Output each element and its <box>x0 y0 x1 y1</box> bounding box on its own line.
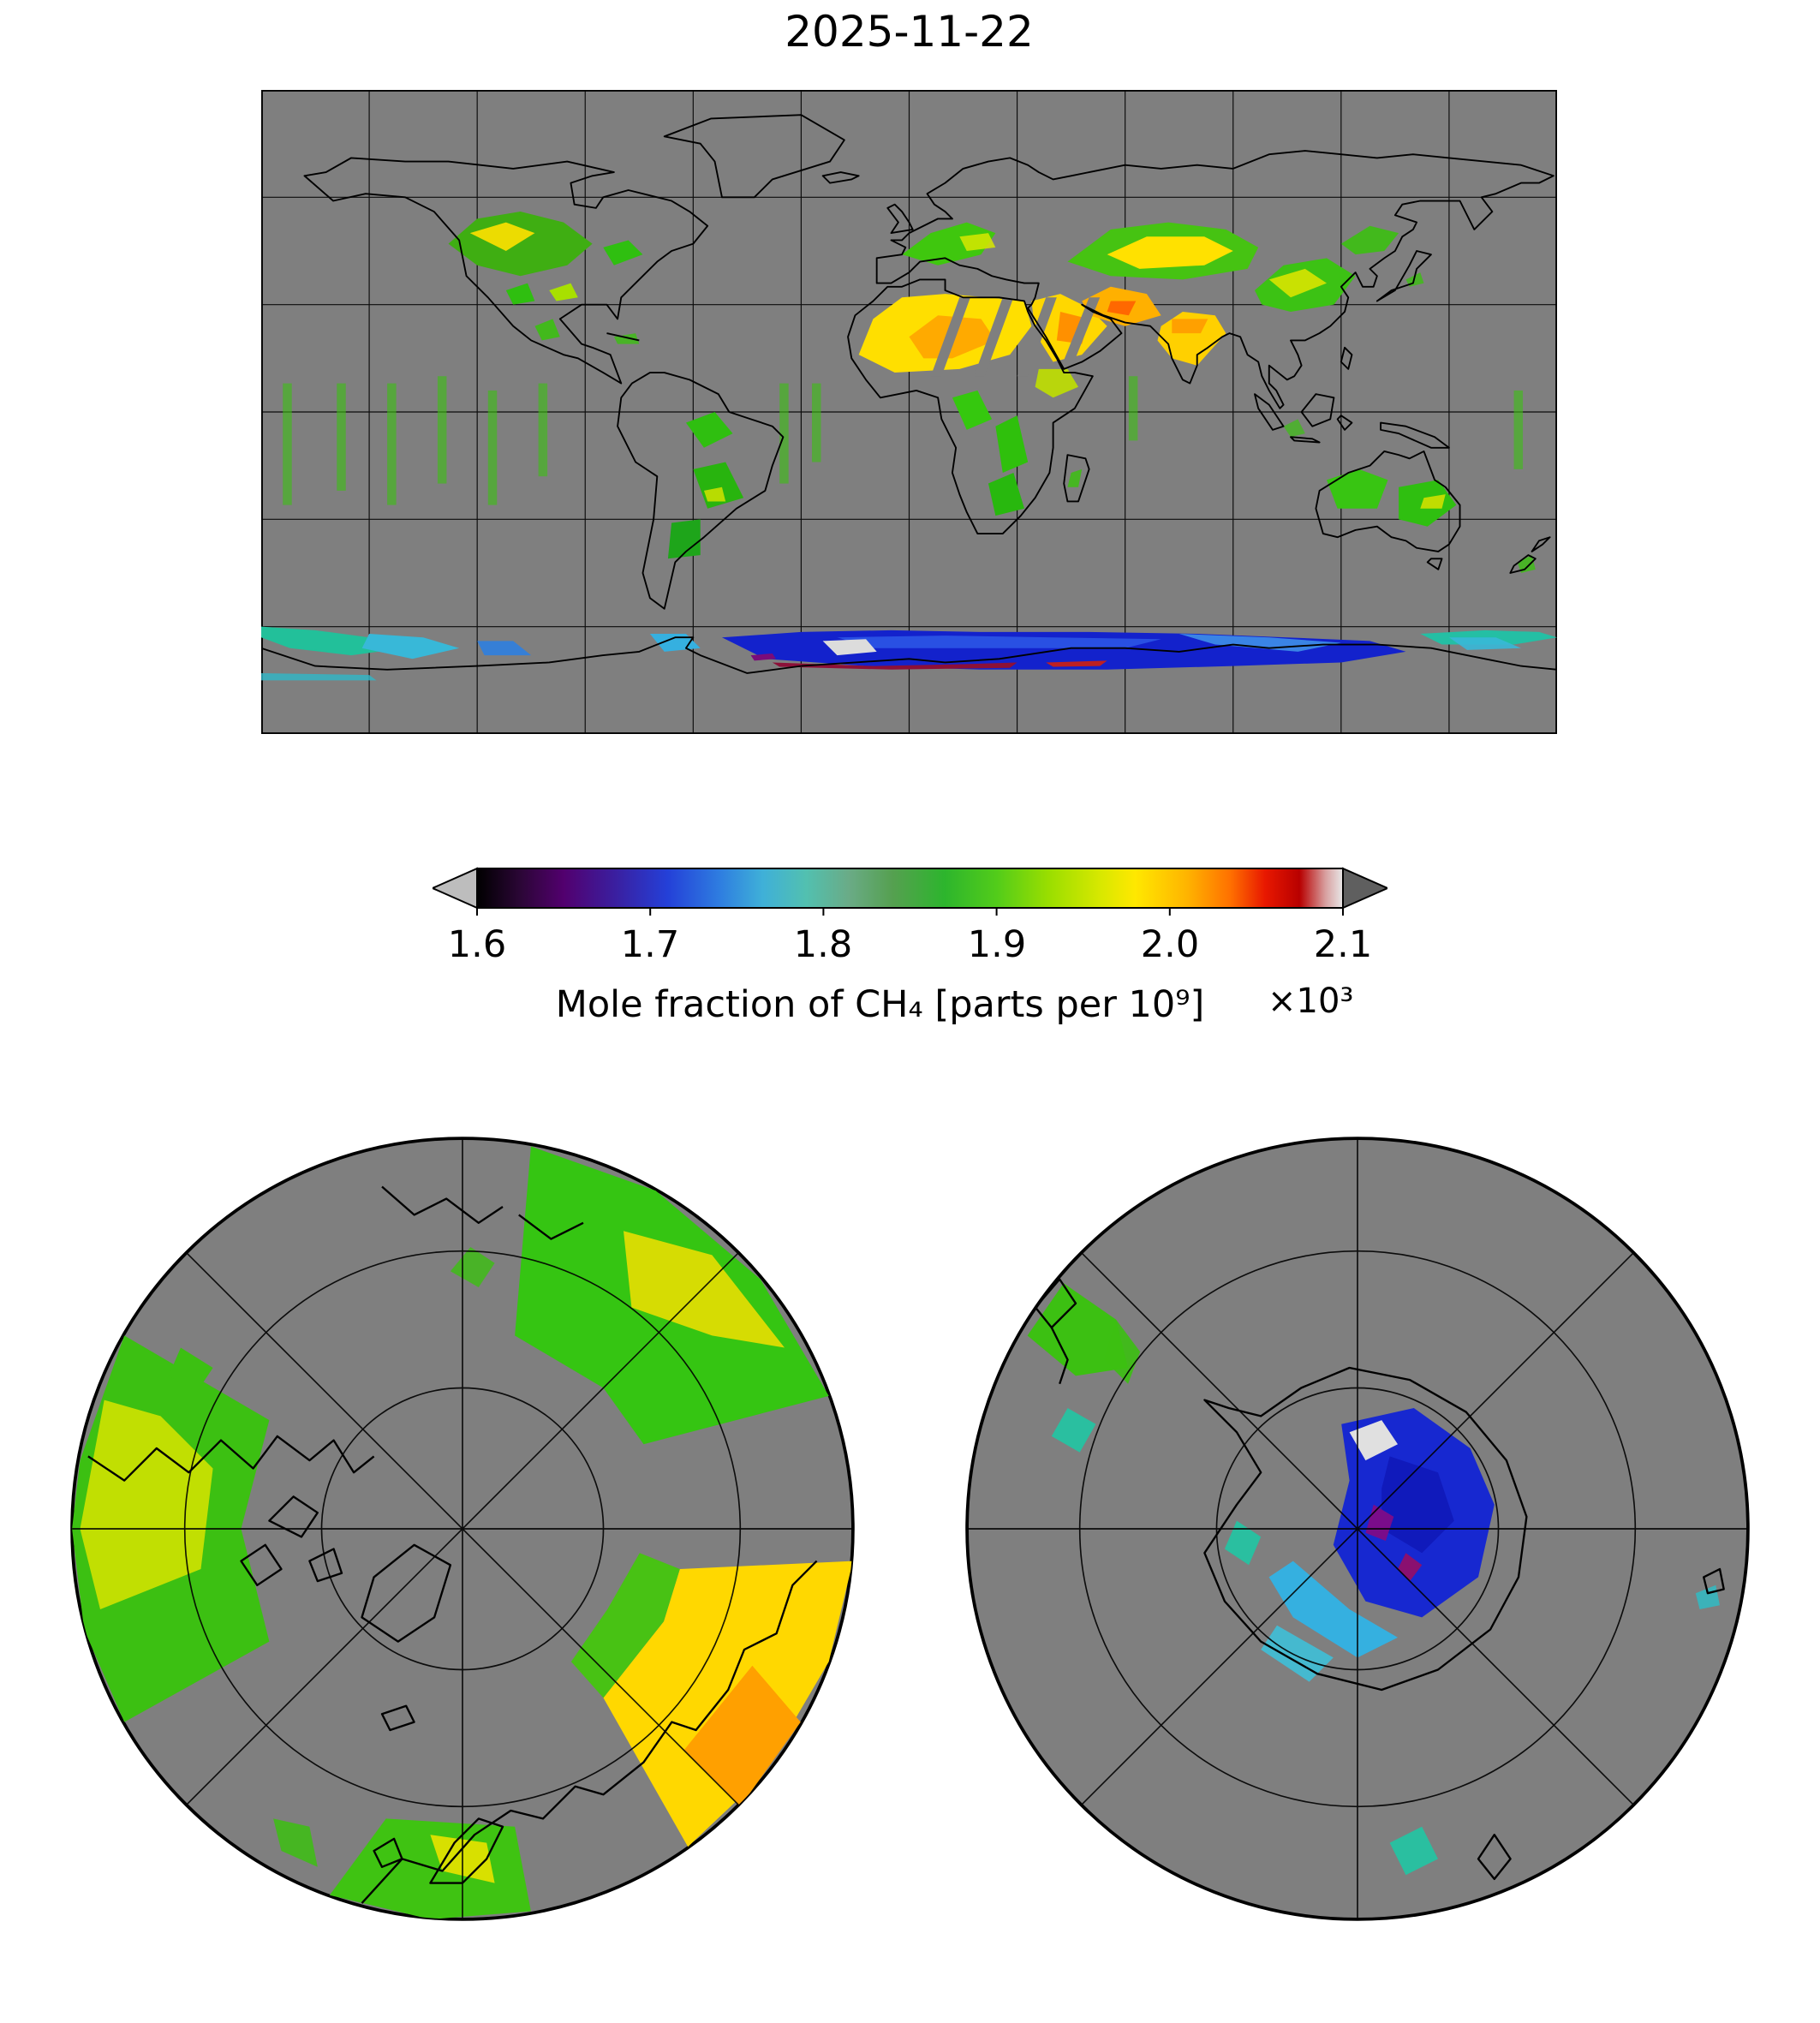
tick-label: 1.7 <box>620 923 680 966</box>
south-polar-panel <box>965 1137 1750 1921</box>
data-south-africa <box>952 390 1083 516</box>
tick-label: 1.8 <box>793 923 853 966</box>
swath-gaps <box>930 297 1101 377</box>
colorbar-label: Mole fraction of CH₄ [parts per 10⁹] <box>555 983 1205 1026</box>
data-australia <box>1283 419 1536 573</box>
south-polar-coastlines <box>1034 1278 1725 1881</box>
colorbar-gradient <box>476 868 1344 909</box>
graticule <box>261 90 1557 734</box>
data-south-america <box>667 412 744 559</box>
colorbar-tick-labels: 1.6 1.7 1.8 1.9 2.0 2.1 <box>433 923 1387 970</box>
tick-label: 2.0 <box>1140 923 1200 966</box>
data-europe <box>902 222 996 266</box>
north-polar-graticule <box>72 1138 853 1919</box>
north-polar-data <box>72 1146 853 1919</box>
coastlines <box>261 114 1557 674</box>
colorbar-extend-max-arrow <box>1342 867 1387 910</box>
south-polar-graticule <box>967 1138 1748 1919</box>
colorbar <box>433 867 1387 916</box>
tick-label: 1.9 <box>967 923 1027 966</box>
tick-label: 1.6 <box>447 923 507 966</box>
tick-label: 2.1 <box>1313 923 1373 966</box>
colorbar-offset-text: ×10³ <box>1268 982 1354 1021</box>
data-north-america <box>448 212 643 344</box>
north-polar-panel <box>70 1137 855 1921</box>
figure-title: 2025-11-22 <box>785 7 1034 57</box>
colorbar-tick-marks <box>476 908 1344 916</box>
north-polar-coastlines <box>87 1185 818 1904</box>
ocean-swath-stripes <box>283 376 1524 505</box>
global-map-panel <box>261 90 1557 734</box>
colorbar-extend-min-arrow <box>433 867 478 910</box>
